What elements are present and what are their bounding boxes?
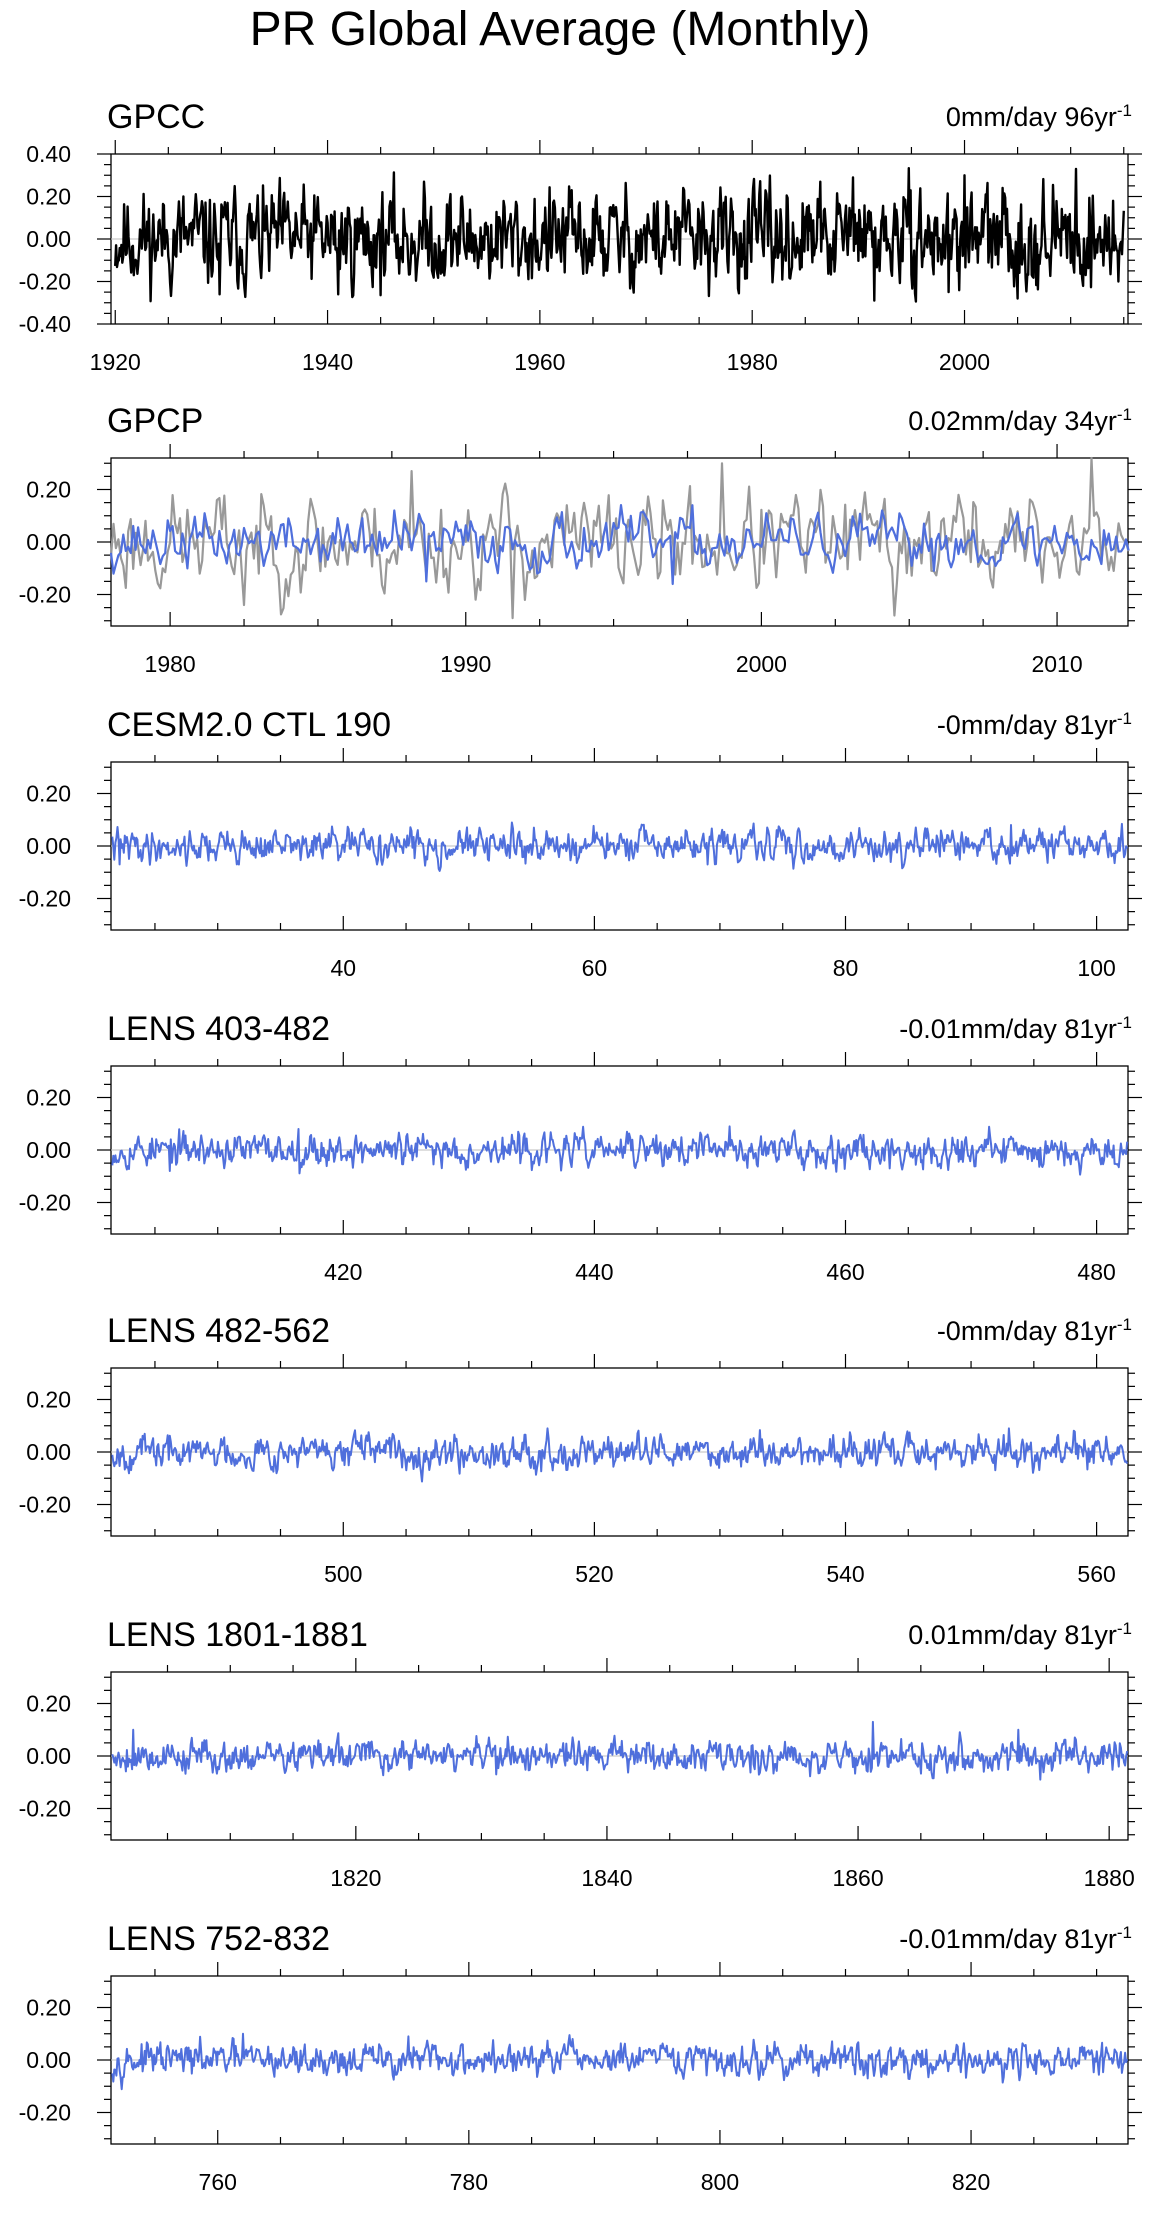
panel-title: GPCC — [107, 98, 206, 136]
series-line-0 — [111, 821, 1129, 872]
y-tick-label: 0.20 — [26, 1387, 71, 1413]
y-tick-label: -0.20 — [19, 269, 71, 295]
trend-value: 0.01mm/day 81yr — [908, 1620, 1117, 1650]
y-tick-label: -0.20 — [19, 886, 71, 912]
x-tick-label: 1840 — [581, 1865, 632, 1891]
trend-exponent: -1 — [1116, 1923, 1132, 1942]
x-tick-label: 480 — [1077, 1259, 1115, 1285]
panel-plot: 760 780 800 820 -0.20 0.00 0.20 — [19, 1962, 1142, 2195]
x-tick-label: 440 — [575, 1259, 613, 1285]
panel-title: LENS 403-482 — [107, 1010, 331, 1048]
y-tick-label: 0.00 — [26, 1439, 71, 1465]
y-tick-label: -0.20 — [19, 1190, 71, 1216]
y-tick-label: 0.00 — [26, 529, 71, 555]
panel-plot: 420 440 460 480 -0.20 0.00 0.20 — [19, 1052, 1142, 1285]
y-tick-label: 0.00 — [26, 226, 71, 252]
y-tick-label: -0.20 — [19, 1492, 71, 1518]
panel-trend: 0.02mm/day 34yr-1 — [908, 406, 1132, 437]
panel-title: LENS 752-832 — [107, 1920, 331, 1958]
series-line-0 — [111, 2032, 1129, 2091]
x-tick-label: 820 — [952, 2169, 990, 2195]
x-tick-label: 1980 — [145, 651, 196, 677]
trend-value: -0.01mm/day 81yr — [899, 1014, 1117, 1044]
trend-value: -0mm/day 81yr — [936, 710, 1117, 740]
y-tick-label: 0.40 — [26, 141, 71, 167]
y-tick-label: 0.20 — [26, 1691, 71, 1717]
trend-exponent: -1 — [1116, 1315, 1132, 1334]
y-tick-label: -0.20 — [19, 2100, 71, 2126]
y-tick-label: 0.00 — [26, 1137, 71, 1163]
series-line-1 — [109, 503, 1130, 586]
y-tick-label: 0.20 — [26, 1085, 71, 1111]
y-tick-label: -0.20 — [19, 582, 71, 608]
series-line-0 — [114, 166, 1125, 303]
trend-value: -0.01mm/day 81yr — [899, 1924, 1117, 1954]
x-tick-label: 780 — [450, 2169, 488, 2195]
x-tick-label: 1920 — [90, 349, 141, 375]
panel-title: GPCP — [107, 402, 204, 440]
x-tick-label: 1960 — [514, 349, 565, 375]
x-tick-label: 100 — [1077, 955, 1115, 981]
series-line-0 — [109, 456, 1130, 620]
y-tick-label: 0.20 — [26, 781, 71, 807]
x-tick-label: 2000 — [939, 349, 990, 375]
x-tick-label: 1980 — [727, 349, 778, 375]
panel-plot: 1820 1840 1860 1880 -0.20 0.00 0.20 — [19, 1658, 1142, 1891]
panel-trend: 0.01mm/day 81yr-1 — [908, 1620, 1132, 1651]
x-tick-label: 40 — [330, 955, 356, 981]
trend-exponent: -1 — [1116, 405, 1132, 424]
x-tick-label: 760 — [199, 2169, 237, 2195]
x-tick-label: 420 — [324, 1259, 362, 1285]
panel-plot: 1980 1990 2000 2010 -0.20 0.00 0.20 — [19, 444, 1142, 677]
x-tick-label: 1820 — [330, 1865, 381, 1891]
panel-trend: -0.01mm/day 81yr-1 — [899, 1924, 1132, 1955]
y-tick-label: 0.00 — [26, 2047, 71, 2073]
x-tick-label: 500 — [324, 1561, 362, 1587]
panel-plot: 40 60 80 100 -0.20 0.00 0.20 — [19, 748, 1142, 981]
chart-title: PR Global Average (Monthly) — [249, 3, 871, 56]
trend-exponent: -1 — [1116, 1013, 1132, 1032]
x-tick-label: 2000 — [736, 651, 787, 677]
trend-value: 0mm/day 96yr — [945, 102, 1117, 132]
trend-value: 0.02mm/day 34yr — [908, 406, 1117, 436]
y-tick-label: 0.20 — [26, 1995, 71, 2021]
y-tick-label: -0.40 — [19, 311, 71, 337]
panel-title: CESM2.0 CTL 190 — [107, 706, 392, 744]
panel-title: LENS 482-562 — [107, 1312, 331, 1350]
panel-trend: -0mm/day 81yr-1 — [937, 710, 1132, 741]
y-tick-label: 0.00 — [26, 1743, 71, 1769]
trend-exponent: -1 — [1116, 101, 1132, 120]
panel-trend: -0mm/day 81yr-1 — [937, 1316, 1132, 1347]
series-line-0 — [111, 1427, 1129, 1483]
panel-trend: 0mm/day 96yr-1 — [946, 102, 1132, 133]
y-tick-label: -0.20 — [19, 1796, 71, 1822]
series-line-0 — [111, 1720, 1129, 1781]
trend-value: -0mm/day 81yr — [936, 1316, 1117, 1346]
panel-title: LENS 1801-1881 — [107, 1616, 368, 1654]
trend-exponent: -1 — [1116, 1619, 1132, 1638]
x-tick-label: 460 — [826, 1259, 864, 1285]
x-tick-label: 540 — [826, 1561, 864, 1587]
panel-trend: -0.01mm/day 81yr-1 — [899, 1014, 1132, 1045]
x-tick-label: 1990 — [440, 651, 491, 677]
y-tick-label: 0.00 — [26, 833, 71, 859]
panel-plot: 1920 1940 1960 1980 2000 -0.40 -0.20 0.00 0.20 0.… — [19, 140, 1142, 375]
x-tick-label: 1860 — [832, 1865, 883, 1891]
x-tick-label: 60 — [582, 955, 608, 981]
x-tick-label: 80 — [833, 955, 859, 981]
x-tick-label: 560 — [1077, 1561, 1115, 1587]
y-tick-label: 0.20 — [26, 184, 71, 210]
x-tick-label: 1940 — [302, 349, 353, 375]
trend-exponent: -1 — [1116, 709, 1132, 728]
panel-plot: 500 520 540 560 -0.20 0.00 0.20 — [19, 1354, 1142, 1587]
x-tick-label: 800 — [701, 2169, 739, 2195]
x-tick-label: 2010 — [1031, 651, 1082, 677]
series-line-0 — [111, 1125, 1129, 1176]
x-tick-label: 520 — [575, 1561, 613, 1587]
x-tick-label: 1880 — [1084, 1865, 1135, 1891]
y-tick-label: 0.20 — [26, 477, 71, 503]
